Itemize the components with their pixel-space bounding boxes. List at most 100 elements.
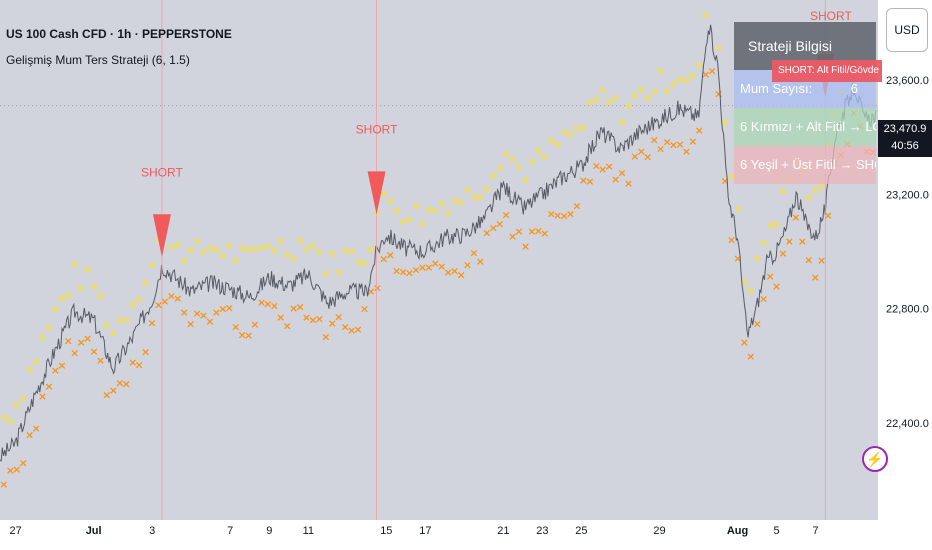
last-price-badge: 23,470.9 40:56 [878, 120, 932, 157]
upper-x-mark: × [0, 411, 9, 424]
lower-x-mark: × [295, 300, 304, 313]
long-rule-row: 6 Kırmızı + Alt Fitil → LONG [734, 108, 876, 146]
lower-x-mark: × [154, 298, 163, 311]
lower-x-mark: × [605, 160, 614, 173]
lower-x-mark: × [147, 316, 156, 329]
indicator-title[interactable]: Gelişmiş Mum Ters Strateji (6, 1.5) [6, 53, 190, 67]
upper-x-mark: × [360, 257, 369, 270]
x-tick-label: 7 [813, 525, 819, 537]
lower-x-mark: × [25, 428, 34, 441]
price-series [0, 24, 877, 462]
upper-x-mark: × [469, 190, 478, 203]
lower-x-mark: × [51, 364, 60, 377]
lower-x-mark: × [650, 134, 659, 147]
lower-x-mark: × [566, 208, 575, 221]
upper-x-mark: × [566, 128, 575, 141]
upper-x-mark: × [392, 205, 401, 218]
currency-button[interactable]: USD [886, 8, 928, 52]
upper-x-mark: × [727, 170, 736, 183]
upper-x-mark: × [6, 415, 15, 428]
upper-x-mark: × [122, 314, 131, 327]
upper-x-mark: × [180, 254, 189, 267]
upper-x-mark: × [463, 184, 472, 197]
lower-x-mark: × [630, 150, 639, 163]
lower-x-mark: × [263, 298, 272, 311]
lower-x-mark: × [308, 314, 317, 327]
x-tick-label: 27 [9, 525, 21, 537]
upper-x-mark: × [450, 194, 459, 207]
upper-x-mark: × [592, 93, 601, 106]
upper-x-mark: × [527, 155, 536, 168]
lower-x-mark: × [160, 295, 169, 308]
upper-x-mark: × [572, 122, 581, 135]
upper-x-mark: × [12, 399, 21, 412]
lower-x-mark: × [598, 163, 607, 176]
upper-x-mark: × [701, 9, 710, 22]
time-axis[interactable]: 27 Jul 3 7 9 11 15 17 21 23 25 29 Aug 5 7 [0, 520, 932, 550]
lower-x-mark: × [585, 175, 594, 188]
upper-x-mark: × [630, 89, 639, 102]
upper-x-mark: × [411, 200, 420, 213]
lower-x-mark: × [398, 266, 407, 279]
x-tick-label: 17 [419, 525, 431, 537]
lower-x-mark: × [688, 135, 697, 148]
lower-x-mark: × [128, 356, 137, 369]
upper-x-mark: × [778, 184, 787, 197]
upper-x-mark: × [109, 327, 118, 340]
lower-x-mark: × [347, 324, 356, 337]
upper-x-mark: × [553, 138, 562, 151]
upper-x-mark: × [238, 242, 247, 255]
upper-x-mark: × [334, 266, 343, 279]
short-signal-label: SHORT [810, 9, 852, 23]
upper-x-mark: × [444, 206, 453, 219]
short-signals: SHORT SHORT [141, 0, 835, 520]
lower-x-mark: × [817, 254, 826, 267]
x-tick-label: 23 [536, 525, 548, 537]
indicator-marks: × × × × × × × × × × × × × × × × × × × × × × × × × × × × × × × × × × × × × × × ×… [0, 0, 878, 491]
upper-x-mark: × [19, 392, 28, 405]
lower-x-mark: × [19, 457, 28, 470]
price-axis[interactable]: 23,600.0 23,200.0 22,800.0 22,400.0 [878, 0, 932, 550]
upper-x-mark: × [424, 203, 433, 216]
lower-x-mark: × [508, 230, 517, 243]
lower-x-mark: × [791, 211, 800, 224]
lower-x-mark: × [244, 329, 253, 342]
lower-x-mark: × [199, 309, 208, 322]
lightning-icon[interactable]: ⚡ [862, 446, 888, 472]
lower-x-mark: × [167, 290, 176, 303]
upper-x-mark: × [147, 258, 156, 271]
x-tick-label: 25 [575, 525, 587, 537]
upper-x-mark: × [559, 126, 568, 139]
lower-x-mark: × [708, 65, 717, 78]
lower-x-mark: × [521, 240, 530, 253]
lower-x-mark: × [476, 255, 485, 268]
lower-x-mark: × [186, 318, 195, 331]
upper-x-mark: × [489, 169, 498, 182]
upper-x-mark: × [656, 65, 665, 78]
upper-x-mark: × [263, 240, 272, 253]
upper-x-mark: × [611, 92, 620, 105]
upper-x-mark: × [57, 292, 66, 305]
upper-x-mark: × [740, 276, 749, 289]
lower-x-mark: × [64, 335, 73, 348]
upper-x-mark: × [141, 276, 150, 289]
lower-x-mark: × [669, 139, 678, 152]
candle-count-label: Mum Sayısı: [740, 81, 813, 96]
lower-x-mark: × [192, 307, 201, 320]
lower-x-mark: × [289, 302, 298, 315]
lower-x-mark: × [765, 270, 774, 283]
lower-x-mark: × [823, 209, 832, 222]
lower-x-mark: × [444, 266, 453, 279]
lower-x-mark: × [38, 390, 47, 403]
upper-x-mark: × [77, 281, 86, 294]
lower-x-mark: × [502, 209, 511, 222]
upper-x-mark: × [289, 253, 298, 266]
upper-x-mark: × [688, 69, 697, 82]
lower-x-mark: × [759, 292, 768, 305]
short-rule-row: 6 Yeşil + Üst Fitil → SHORT [734, 146, 876, 184]
lower-x-mark: × [624, 177, 633, 190]
symbol-title[interactable]: US 100 Cash CFD · 1h · PEPPERSTONE [6, 27, 232, 41]
lower-x-mark: × [753, 318, 762, 331]
x-tick-label: 29 [653, 525, 665, 537]
